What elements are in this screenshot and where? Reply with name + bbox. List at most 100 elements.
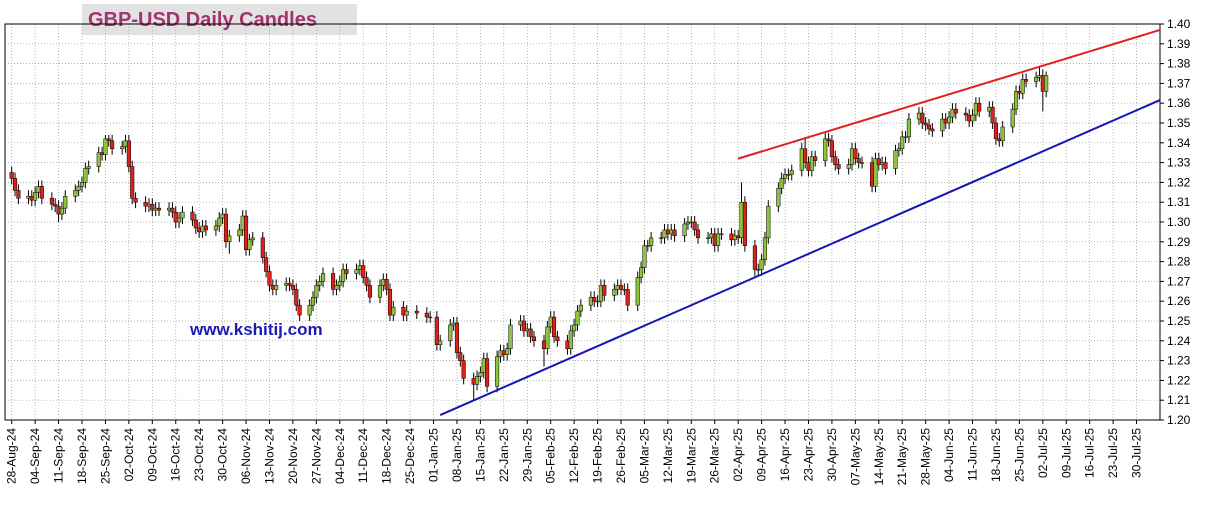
candle-body (685, 221, 691, 225)
candle-body (565, 340, 570, 349)
candle-body (940, 118, 945, 132)
x-tick-label: 30-Oct-24 (216, 428, 230, 482)
title-box (82, 4, 357, 35)
candle-body (776, 188, 781, 207)
candle-body (110, 140, 115, 149)
candle-body (759, 259, 764, 270)
candle-body (926, 124, 932, 130)
candle-body (474, 376, 480, 385)
candle-body (762, 237, 768, 260)
candle-body (612, 289, 617, 296)
candle-body (923, 122, 928, 126)
x-tick-label: 06-Nov-24 (239, 428, 253, 484)
candle-body (682, 223, 687, 237)
candle-body (672, 229, 677, 237)
candle-body (357, 265, 362, 270)
candle-body (531, 336, 537, 342)
candle-body (689, 221, 694, 224)
candle-body (381, 279, 386, 286)
candle-body (53, 203, 58, 207)
candle-body (943, 118, 948, 124)
candle-body (59, 207, 64, 215)
candle-body (572, 324, 577, 332)
candle-body (953, 108, 958, 114)
candle-body (659, 237, 664, 239)
candle-body (649, 237, 654, 247)
x-tick-label: 23-Oct-24 (192, 428, 206, 482)
x-tick-label: 12-Mar-25 (661, 428, 675, 484)
candle-body (916, 112, 922, 120)
x-tick-label: 25-Sep-24 (98, 428, 112, 484)
candle-body (548, 316, 553, 328)
y-tick-label: 1.36 (1167, 96, 1191, 110)
x-tick-label: 07-May-25 (848, 428, 862, 486)
candle-body (766, 205, 771, 239)
candle-body (900, 136, 905, 149)
candle-body (645, 245, 650, 247)
x-tick-label: 05-Mar-25 (637, 428, 651, 484)
candle-body (836, 164, 841, 169)
y-tick-label: 1.33 (1167, 156, 1191, 170)
x-tick-label: 18-Dec-24 (380, 428, 394, 484)
candle-body (829, 140, 834, 157)
candle-body (434, 316, 439, 346)
candle-body (588, 296, 593, 306)
candle-body (692, 221, 697, 231)
candle-body (568, 330, 573, 349)
y-tick-label: 1.40 (1167, 17, 1191, 31)
candle-body (859, 162, 865, 164)
candle-body (813, 156, 818, 161)
candle-body (414, 310, 419, 314)
candle-body (267, 271, 272, 286)
candle-body (190, 211, 195, 221)
candle-body (930, 128, 935, 132)
candle-body (341, 269, 346, 282)
candle-body (481, 358, 486, 373)
y-tick-label: 1.35 (1167, 116, 1191, 130)
candle-body (106, 138, 111, 142)
candle-body (12, 178, 18, 191)
candle-body (622, 289, 627, 291)
candle-body (786, 174, 791, 176)
candle-body (76, 186, 81, 191)
trend-line (439, 99, 1161, 416)
candle-body (973, 102, 978, 116)
candle-body (615, 285, 620, 290)
candle-body (428, 316, 433, 319)
candle-body (856, 158, 861, 163)
candle-body (1020, 79, 1025, 94)
y-tick-label: 1.24 (1167, 334, 1191, 348)
candle-body (150, 203, 155, 211)
candle-body (126, 140, 131, 167)
candle-body (662, 229, 667, 239)
y-tick-label: 1.37 (1167, 76, 1191, 90)
candle-body (166, 207, 172, 211)
candle-body (880, 162, 885, 165)
candle-body (123, 140, 128, 148)
candle-body (243, 215, 249, 250)
candle-body (448, 324, 453, 342)
candle-body (220, 213, 225, 219)
candle-body (555, 336, 560, 342)
y-tick-label: 1.34 (1167, 136, 1191, 150)
candle-body (739, 201, 744, 239)
candle-body (290, 285, 295, 290)
candle-body (987, 106, 992, 112)
x-tick-label: 02-Apr-25 (731, 428, 745, 482)
candle-body (752, 245, 757, 270)
plot-frame (4, 23, 1161, 421)
candle-body (471, 378, 476, 385)
x-tick-label: 23-Jul-25 (1106, 428, 1120, 478)
candle-body (86, 166, 91, 169)
candle-body (528, 328, 533, 338)
candle-body (63, 196, 68, 209)
candle-body (461, 360, 466, 379)
candle-body (665, 229, 670, 235)
x-tick-label: 13-Nov-24 (262, 428, 276, 484)
candle-body (947, 116, 952, 124)
x-tick-label: 30-Apr-25 (825, 428, 839, 482)
candle-body (384, 279, 389, 290)
x-tick-label: 02-Oct-24 (122, 428, 136, 482)
candle-body (883, 162, 888, 169)
